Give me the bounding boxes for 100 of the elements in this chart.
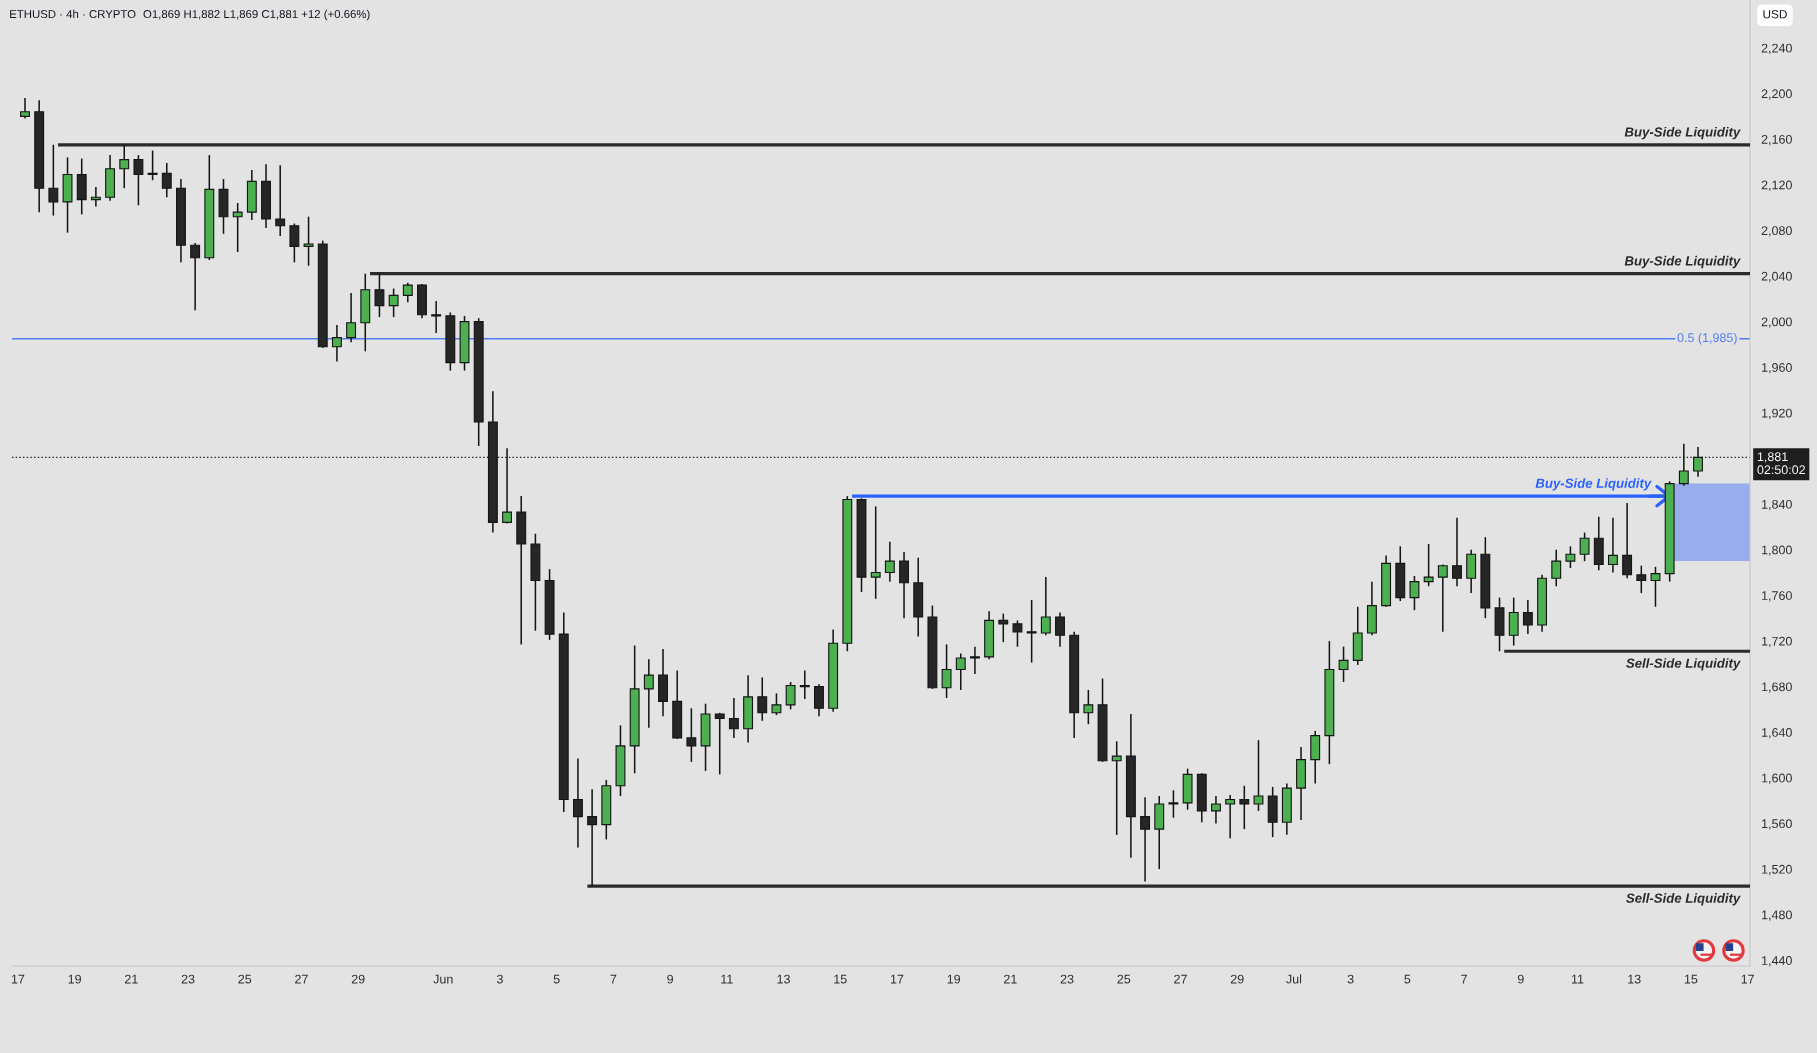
x-tick-label: 21 xyxy=(1004,974,1017,984)
x-tick-label: 3 xyxy=(496,974,503,984)
candlestick xyxy=(969,645,980,675)
x-tick-label: 9 xyxy=(1517,974,1524,984)
candlestick xyxy=(1579,531,1590,562)
x-tick-label: 5 xyxy=(1404,974,1411,984)
y-tick-label: 1,640 xyxy=(1762,728,1792,739)
x-tick-label: 27 xyxy=(1174,974,1187,984)
candlestick xyxy=(1565,545,1576,569)
candlestick xyxy=(90,186,101,208)
x-tick-label: 19 xyxy=(947,974,961,984)
y-tick-label: 2,200 xyxy=(1761,89,1792,100)
candlestick xyxy=(119,144,130,189)
y-tick-label: 2,160 xyxy=(1761,134,1792,146)
candlestick xyxy=(1111,740,1122,836)
series-label: Buy-Side Liquidity xyxy=(1624,126,1741,140)
y-tick-label: 1,560 xyxy=(1762,819,1792,830)
candlestick xyxy=(572,757,583,849)
x-tick-label: 29 xyxy=(1230,974,1244,984)
candlestick xyxy=(1225,794,1236,840)
candlestick xyxy=(147,149,158,181)
series-label: Buy-Side Liquidity xyxy=(1624,255,1741,269)
ref-line-label: 0.5 (1,985) xyxy=(1677,332,1737,345)
candlestick xyxy=(643,658,654,729)
candlestick xyxy=(1168,789,1179,819)
series-label: Buy-Side Liquidity xyxy=(1535,478,1652,491)
x-tick-label: 23 xyxy=(1060,974,1074,984)
candlestick xyxy=(728,697,739,739)
candlestick xyxy=(1239,785,1250,830)
candlestick xyxy=(757,676,768,722)
x-tick-label: 15 xyxy=(834,974,847,984)
y-axis-title: USD xyxy=(1763,10,1787,19)
candlestick xyxy=(1522,599,1533,635)
x-tick-label: Jun xyxy=(433,974,453,984)
x-tick-label: 13 xyxy=(1628,974,1641,984)
candlestick xyxy=(161,162,172,199)
x-tick-label: 11 xyxy=(1571,974,1584,984)
y-tick-label: 2,040 xyxy=(1761,271,1792,283)
series-label: Sell-Side Liquidity xyxy=(1626,893,1741,906)
candlestick xyxy=(799,669,810,700)
candlestick xyxy=(1026,599,1037,664)
x-tick-label: 3 xyxy=(1347,974,1354,984)
x-tick-label: 5 xyxy=(553,974,560,984)
candlestick xyxy=(1678,442,1689,487)
x-tick-label: 29 xyxy=(351,974,365,984)
candlestick xyxy=(1083,689,1094,725)
candlestick xyxy=(190,242,201,311)
candlestick xyxy=(1338,645,1349,683)
candlestick xyxy=(771,692,782,716)
candlestick xyxy=(941,643,952,699)
y-tick-label: 1,960 xyxy=(1762,363,1792,374)
x-tick-label: 19 xyxy=(68,974,81,984)
y-tick-label: 1,600 xyxy=(1762,773,1792,784)
candlestick xyxy=(1636,564,1647,594)
candlestick xyxy=(232,202,243,253)
series-label: Sell-Side Liquidity xyxy=(1626,658,1741,671)
x-tick-label: 9 xyxy=(667,974,673,984)
candlestick xyxy=(814,683,824,717)
candlestick xyxy=(785,681,796,711)
candlestick xyxy=(431,300,442,334)
x-tick-label: 23 xyxy=(181,974,195,984)
candlestick xyxy=(998,612,1009,643)
candlestick xyxy=(331,324,342,363)
candlestick xyxy=(133,154,144,207)
y-tick-label: 1,440 xyxy=(1762,956,1792,967)
x-tick-label: 15 xyxy=(1684,974,1698,984)
y-tick-label: 1,680 xyxy=(1762,682,1792,693)
candlestick xyxy=(686,707,697,763)
candlestick xyxy=(402,282,413,303)
candlestick xyxy=(303,215,314,267)
y-tick-label: 1,800 xyxy=(1762,545,1792,556)
y-tick-label: 1,920 xyxy=(1762,408,1792,419)
y-tick-label: 2,000 xyxy=(1761,317,1792,328)
candlestick xyxy=(1423,543,1434,587)
candlestick xyxy=(1055,611,1065,648)
x-tick-label: 17 xyxy=(890,974,904,984)
candlestick xyxy=(955,652,966,691)
x-tick-label: 25 xyxy=(1117,974,1131,984)
candlestick xyxy=(1409,575,1420,611)
candlestick xyxy=(870,505,881,600)
candlestick xyxy=(1466,548,1477,594)
candlestick xyxy=(1508,596,1519,647)
text: O1,869 H1,882 L1,869 C1,881 +12 (+0.66%) xyxy=(143,9,370,21)
y-tick-label: 2,120 xyxy=(1761,180,1792,191)
y-tick-label: 1,760 xyxy=(1762,591,1792,602)
y-tick-label: 2,240 xyxy=(1761,43,1792,55)
candlestick xyxy=(1012,619,1023,648)
candlestick xyxy=(1437,563,1448,633)
x-tick-label: 7 xyxy=(610,974,617,984)
x-tick-label: 21 xyxy=(125,974,138,984)
x-tick-label: 27 xyxy=(295,974,308,984)
x-tick-label: 25 xyxy=(238,974,252,984)
candlestick xyxy=(346,292,357,343)
candlestick xyxy=(1140,796,1151,883)
candlestick xyxy=(48,144,59,217)
x-tick-label: Jul xyxy=(1286,974,1302,984)
y-tick-label: 1,520 xyxy=(1762,864,1792,876)
candlestick xyxy=(1607,517,1618,574)
candlestick xyxy=(884,540,895,583)
candlestick xyxy=(714,712,725,776)
